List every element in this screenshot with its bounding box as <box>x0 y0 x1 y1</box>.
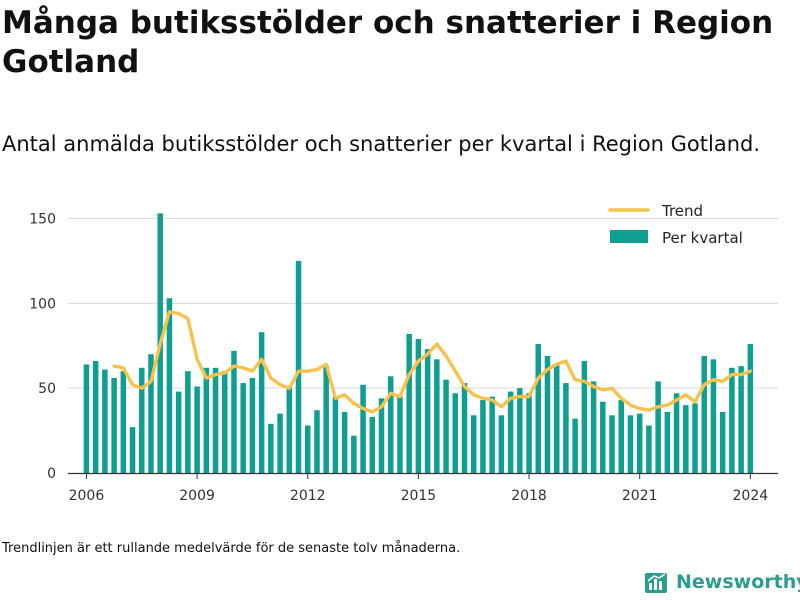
y-tick-label: 100 <box>29 296 56 312</box>
bar <box>268 423 274 473</box>
y-tick-label: 0 <box>47 466 56 482</box>
bar <box>470 415 477 473</box>
legend: Trend Per kvartal <box>608 202 743 247</box>
bar <box>295 260 302 473</box>
bar <box>222 371 228 473</box>
bar <box>701 355 707 473</box>
bar <box>683 405 689 473</box>
x-tick-label: 2021 <box>622 488 658 504</box>
bar <box>618 400 624 473</box>
bar-series <box>83 213 754 473</box>
bar <box>738 366 744 473</box>
bar <box>692 403 698 473</box>
bar <box>664 411 671 473</box>
bar <box>129 427 136 473</box>
bar <box>185 371 191 473</box>
legend-per-kvartal-swatch <box>610 230 648 243</box>
bar <box>729 367 735 473</box>
chart-subtitle: Antal anmälda butiksstölder och snatteri… <box>2 132 761 156</box>
bar <box>231 350 237 473</box>
bar <box>378 398 385 473</box>
bar <box>360 384 366 473</box>
bar <box>415 338 422 473</box>
bar <box>175 391 182 473</box>
bar <box>406 333 412 473</box>
newsworthy-logo-icon <box>645 573 667 593</box>
x-tick-label: 2006 <box>69 488 105 504</box>
bar <box>332 396 339 473</box>
bar <box>351 435 357 473</box>
bar <box>120 371 127 473</box>
bar <box>323 366 329 473</box>
bar <box>424 349 431 473</box>
bar <box>111 377 117 473</box>
bar <box>655 381 661 473</box>
x-axis-ticks: 2006 2009 2012 2015 2018 2021 2024 <box>69 473 769 504</box>
x-tick-label: 2012 <box>290 488 326 504</box>
bar <box>710 359 717 473</box>
trend-line <box>112 310 752 414</box>
bar <box>341 411 348 473</box>
bar <box>526 393 532 473</box>
bar <box>203 367 210 473</box>
y-tick-label: 150 <box>29 211 56 227</box>
bar <box>489 396 495 473</box>
bar <box>461 383 468 473</box>
bar <box>102 369 108 473</box>
legend-per-kvartal-label: Per kvartal <box>662 229 743 247</box>
bar <box>553 364 560 473</box>
bar <box>139 367 145 473</box>
brand-name: Newsworthy <box>676 571 800 593</box>
bar <box>92 361 99 473</box>
bar <box>507 391 514 473</box>
bar <box>719 411 726 473</box>
bar <box>277 413 283 473</box>
chart-area: 0 50 100 150 2006 2009 2012 2015 2018 2021 2024 T… <box>29 202 778 504</box>
bar <box>397 396 403 473</box>
bar <box>747 344 754 473</box>
y-axis-ticks: 0 50 100 150 <box>29 211 56 482</box>
legend-trend-label: Trend <box>661 202 703 220</box>
bar <box>387 376 394 473</box>
bar <box>166 298 173 473</box>
bar <box>443 379 449 473</box>
bar <box>314 410 320 473</box>
bar <box>535 344 542 473</box>
bar <box>544 355 551 473</box>
bar <box>627 415 634 473</box>
bar <box>434 359 440 473</box>
bar <box>452 393 459 473</box>
newsworthy-logo[interactable]: Newsworthy <box>644 569 800 595</box>
bar <box>517 388 523 473</box>
bar <box>480 400 486 473</box>
bar <box>609 415 615 473</box>
bar <box>600 401 606 473</box>
chart-title: Många butiksstölder och snatterier i Reg… <box>2 5 774 80</box>
bar <box>304 425 311 473</box>
bar <box>194 386 200 473</box>
bar <box>563 383 569 473</box>
bar <box>498 415 505 473</box>
bar <box>249 377 256 473</box>
bar <box>572 418 578 473</box>
bar <box>148 354 154 473</box>
x-tick-label: 2018 <box>511 488 547 504</box>
y-tick-label: 50 <box>38 381 56 397</box>
bar <box>258 332 265 473</box>
bar <box>83 364 90 473</box>
x-tick-label: 2015 <box>401 488 437 504</box>
bar <box>369 417 376 473</box>
x-tick-label: 2024 <box>733 488 769 504</box>
bar <box>581 361 588 473</box>
x-tick-label: 2009 <box>179 488 215 504</box>
bar <box>590 381 597 473</box>
bar <box>636 413 643 473</box>
bar <box>673 393 680 473</box>
bar <box>212 367 219 473</box>
footnote: Trendlinjen är ett rullande medelvärde f… <box>2 541 461 556</box>
bar <box>240 383 246 473</box>
bar <box>286 386 293 473</box>
bar <box>646 425 652 473</box>
